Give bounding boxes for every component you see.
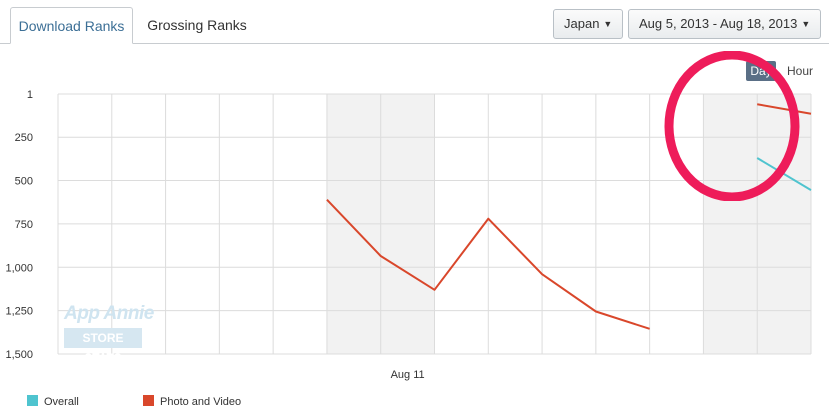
legend-swatch-photo-and-video	[143, 395, 154, 406]
legend-swatch-overall	[27, 395, 38, 406]
country-dropdown[interactable]: Japan ▼	[553, 9, 623, 39]
y-tick-label: 1	[27, 89, 33, 101]
country-value: Japan	[564, 16, 600, 31]
date-range-dropdown[interactable]: Aug 5, 2013 - Aug 18, 2013 ▼	[628, 9, 821, 39]
y-tick-label: 1,250	[5, 306, 33, 318]
legend-item-photo-and-video[interactable]: Photo and Video	[143, 395, 241, 409]
y-tick-label: 1,500	[5, 349, 33, 361]
watermark-brand: App Annie	[64, 303, 154, 324]
series-line-photo-and-video	[757, 103, 812, 115]
watermark-tagline: STORE STATS	[64, 328, 142, 365]
y-tick-label: 1,000	[5, 262, 33, 274]
y-tick-label: 500	[15, 176, 33, 188]
date-range-value: Aug 5, 2013 - Aug 18, 2013	[639, 16, 798, 31]
app-annie-watermark: App Annie STORE STATS	[64, 303, 154, 365]
legend-item-overall[interactable]: Overall	[27, 395, 79, 409]
x-tick-label: Aug 11	[391, 369, 425, 381]
rank-tabs: Download Ranks Grossing Ranks	[0, 0, 829, 44]
highlight-circle-annotation	[664, 51, 800, 201]
chevron-down-icon: ▼	[603, 19, 613, 29]
legend-label-photo-and-video: Photo and Video	[160, 396, 242, 408]
tab-download-ranks[interactable]: Download Ranks	[10, 7, 133, 44]
granularity-hour-button[interactable]: Hour	[787, 64, 814, 78]
y-tick-label: 250	[15, 132, 33, 144]
tab-grossing-ranks[interactable]: Grossing Ranks	[147, 17, 247, 33]
tab-divider	[0, 43, 829, 44]
y-tick-label: 750	[15, 219, 33, 231]
legend-label-overall: Overall	[44, 396, 79, 408]
chevron-down-icon: ▼	[801, 19, 811, 29]
